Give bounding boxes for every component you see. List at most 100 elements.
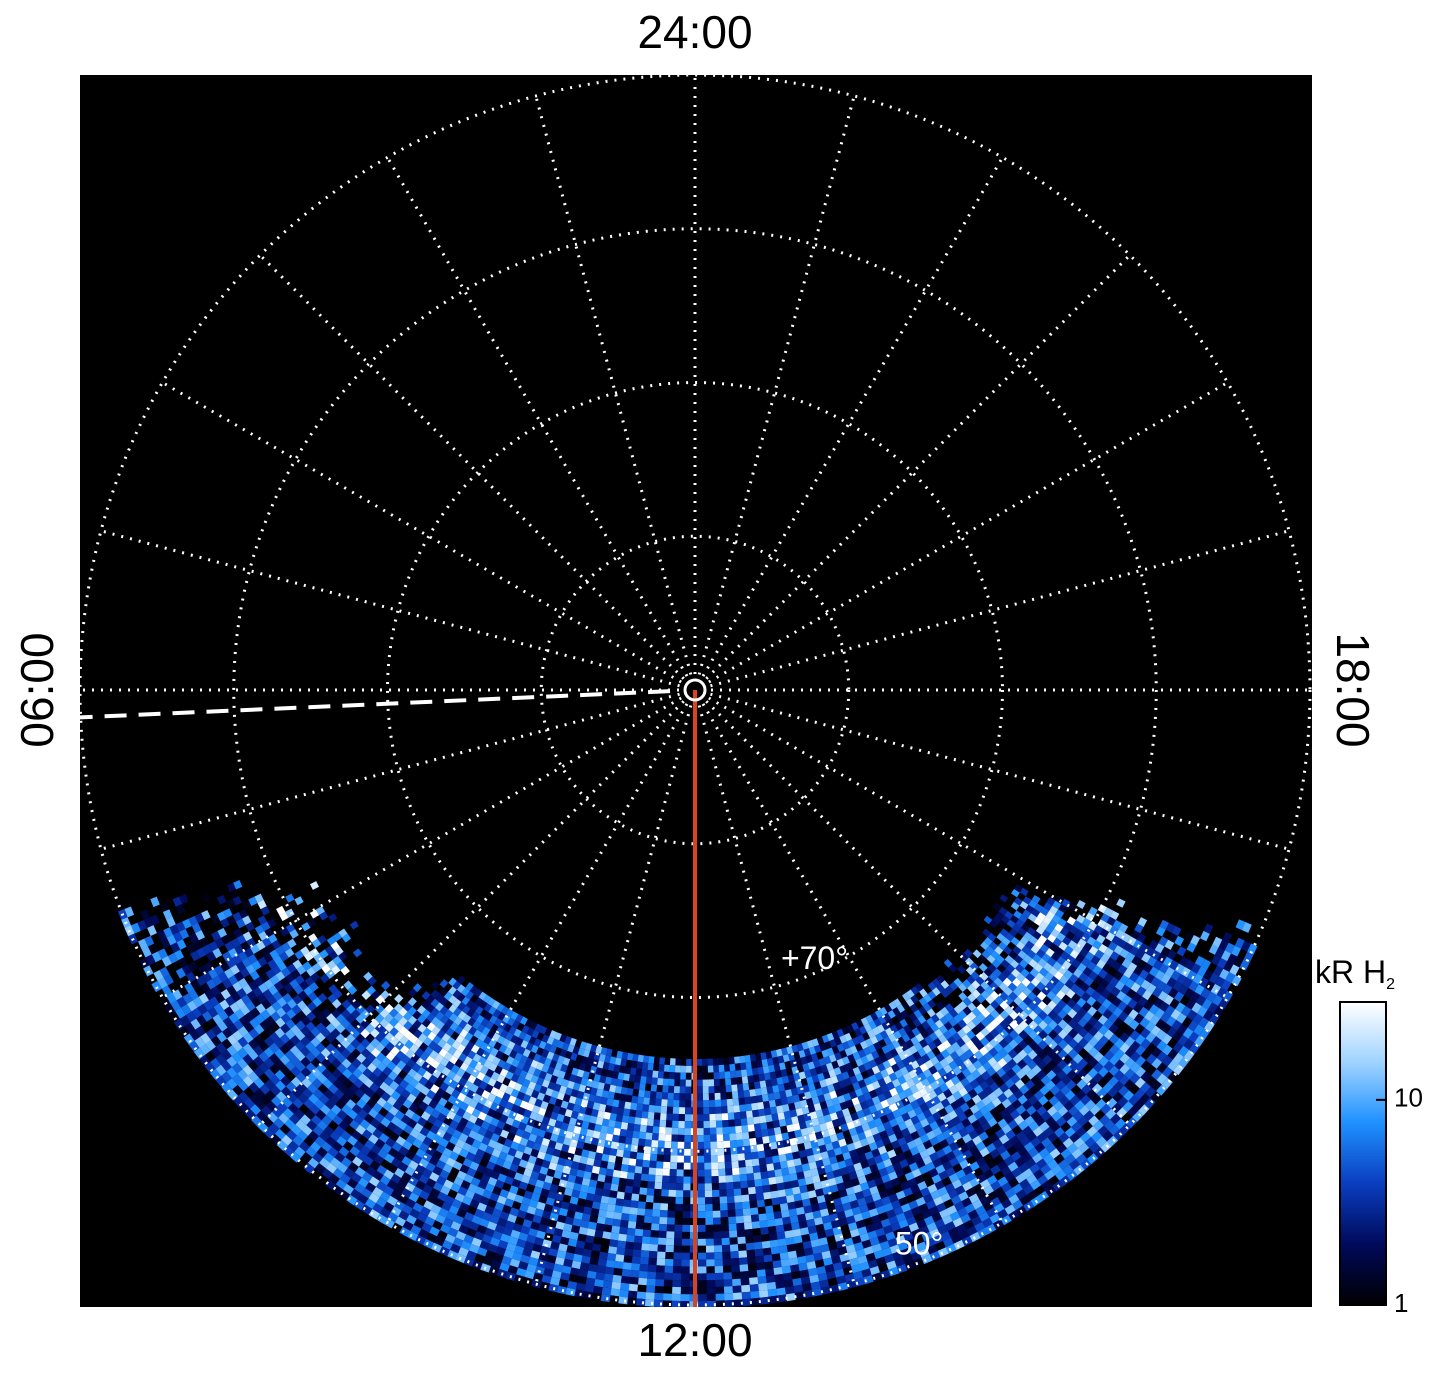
image-cell	[869, 1163, 879, 1173]
image-cell	[906, 1215, 917, 1226]
image-cell	[909, 1003, 919, 1013]
image-cell	[671, 1127, 679, 1135]
image-cell	[568, 1117, 578, 1126]
image-cell	[1075, 929, 1085, 939]
image-cell	[899, 1158, 909, 1169]
image-cell	[1103, 1060, 1115, 1072]
image-cell	[605, 1259, 616, 1268]
image-cell	[1092, 940, 1103, 950]
image-cell	[1069, 1132, 1081, 1143]
image-cell	[1135, 1044, 1147, 1056]
image-cell	[185, 1011, 197, 1023]
image-cell	[804, 1211, 815, 1221]
image-cell	[797, 1142, 806, 1152]
image-cell	[478, 1096, 488, 1106]
image-cell	[587, 1072, 596, 1081]
image-cell	[558, 1179, 568, 1188]
image-cell	[766, 1086, 774, 1095]
image-cell	[865, 1053, 875, 1062]
image-cell	[1142, 989, 1153, 1001]
image-cell	[816, 1194, 826, 1204]
image-cell	[785, 1152, 794, 1161]
image-cell	[740, 1187, 749, 1196]
image-cell	[1043, 938, 1053, 949]
image-cell	[1031, 908, 1041, 918]
image-cell	[728, 1216, 737, 1224]
image-cell	[665, 1127, 673, 1135]
image-cell	[1020, 1110, 1031, 1121]
image-cell	[647, 1111, 655, 1120]
image-cell	[859, 1204, 869, 1214]
image-cell	[705, 1210, 714, 1219]
image-cell	[893, 998, 902, 1008]
image-cell	[936, 1001, 945, 1011]
image-cell	[507, 1147, 518, 1157]
image-cell	[859, 1100, 869, 1110]
image-cell	[1042, 915, 1052, 925]
image-cell	[290, 1024, 301, 1036]
image-cell	[697, 1121, 704, 1129]
image-cell	[567, 1174, 577, 1183]
image-cell	[394, 1183, 405, 1195]
image-cell	[1021, 977, 1031, 987]
image-cell	[214, 965, 225, 976]
image-cell	[845, 1244, 856, 1254]
image-cell	[652, 1063, 660, 1072]
image-cell	[916, 1143, 927, 1153]
image-cell	[967, 1209, 979, 1220]
image-cell	[1139, 1093, 1151, 1105]
image-cell	[508, 1064, 517, 1074]
image-cell	[903, 1134, 914, 1144]
image-cell	[1091, 1131, 1103, 1143]
image-cell	[1084, 976, 1094, 987]
image-cell	[644, 1139, 652, 1147]
image-cell	[429, 1172, 440, 1182]
image-cell	[339, 1173, 352, 1184]
image-cell	[222, 1016, 234, 1028]
image-cell	[185, 925, 196, 937]
image-cell	[443, 1000, 453, 1010]
image-cell	[758, 1289, 769, 1298]
image-cell	[817, 1272, 828, 1282]
image-cell	[840, 1123, 849, 1132]
image-cell	[709, 1127, 717, 1135]
image-cell	[933, 1086, 944, 1096]
image-cell	[1073, 1043, 1084, 1054]
image-cell	[1008, 928, 1018, 937]
image-cell	[643, 1153, 651, 1161]
image-cell	[942, 1145, 953, 1155]
image-cell	[228, 1012, 239, 1024]
image-cell	[487, 1243, 499, 1254]
image-cell	[433, 1118, 444, 1129]
image-cell	[499, 1068, 509, 1078]
image-cell	[1162, 983, 1173, 995]
image-cell	[394, 1167, 405, 1179]
image-cell	[807, 1225, 818, 1234]
image-cell	[813, 1181, 823, 1191]
image-cell	[356, 1063, 368, 1074]
image-cell	[564, 1036, 572, 1045]
image-cell	[445, 1141, 456, 1152]
image-cell	[401, 1188, 413, 1199]
image-cell	[451, 1040, 461, 1050]
image-cell	[1126, 1116, 1138, 1129]
image-cell	[259, 947, 270, 957]
image-cell	[318, 1130, 330, 1142]
image-cell	[653, 1056, 660, 1065]
image-cell	[169, 1011, 180, 1023]
image-cell	[361, 1171, 373, 1183]
image-cell	[319, 949, 329, 959]
image-cell	[625, 1241, 635, 1250]
image-cell	[242, 1043, 254, 1055]
image-cell	[652, 1209, 661, 1217]
image-cell	[510, 1088, 520, 1098]
image-cell	[782, 1103, 790, 1113]
image-cell	[1010, 1073, 1021, 1084]
image-cell	[989, 1107, 1000, 1118]
image-cell	[723, 1140, 731, 1149]
image-cell	[1171, 1019, 1183, 1031]
image-cell	[1042, 1100, 1054, 1112]
image-cell	[801, 1163, 811, 1172]
image-cell	[564, 1108, 573, 1118]
image-cell	[759, 1115, 767, 1124]
